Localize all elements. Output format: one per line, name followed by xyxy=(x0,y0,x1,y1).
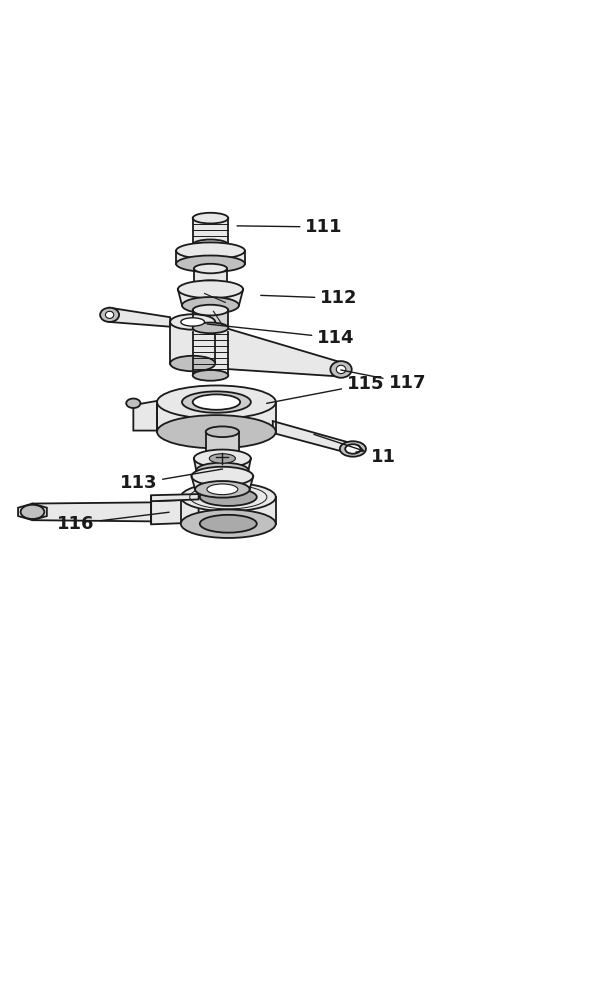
Polygon shape xyxy=(110,308,170,327)
Text: 115: 115 xyxy=(267,375,385,403)
Polygon shape xyxy=(151,499,199,524)
Polygon shape xyxy=(176,251,245,264)
Polygon shape xyxy=(157,402,276,432)
Polygon shape xyxy=(134,401,157,431)
Polygon shape xyxy=(192,476,253,489)
Polygon shape xyxy=(151,494,199,501)
Polygon shape xyxy=(18,504,47,520)
Polygon shape xyxy=(194,458,251,470)
Text: 113: 113 xyxy=(120,469,223,492)
Ellipse shape xyxy=(157,385,276,419)
Ellipse shape xyxy=(178,280,243,298)
Polygon shape xyxy=(170,322,215,364)
Polygon shape xyxy=(273,421,353,454)
Ellipse shape xyxy=(181,318,204,326)
Ellipse shape xyxy=(193,370,228,381)
Ellipse shape xyxy=(100,308,119,322)
Ellipse shape xyxy=(331,361,352,378)
Ellipse shape xyxy=(176,256,245,272)
Polygon shape xyxy=(193,218,228,245)
Polygon shape xyxy=(194,269,227,285)
Text: 117: 117 xyxy=(341,370,426,392)
Text: 112: 112 xyxy=(261,289,358,307)
Text: 11: 11 xyxy=(314,434,396,466)
Ellipse shape xyxy=(105,311,114,318)
Ellipse shape xyxy=(205,426,239,437)
Polygon shape xyxy=(215,325,341,377)
Text: 111: 111 xyxy=(237,218,343,236)
Ellipse shape xyxy=(193,305,228,315)
Ellipse shape xyxy=(193,394,240,410)
Ellipse shape xyxy=(193,239,228,250)
Ellipse shape xyxy=(193,323,228,333)
Text: 116: 116 xyxy=(58,512,169,533)
Ellipse shape xyxy=(176,242,245,259)
Ellipse shape xyxy=(209,454,235,463)
Ellipse shape xyxy=(340,441,366,457)
Ellipse shape xyxy=(182,391,251,413)
Ellipse shape xyxy=(182,297,239,314)
Ellipse shape xyxy=(336,365,346,374)
Ellipse shape xyxy=(181,483,276,511)
Ellipse shape xyxy=(126,399,140,408)
Polygon shape xyxy=(193,332,228,375)
Ellipse shape xyxy=(20,505,44,519)
Polygon shape xyxy=(32,502,151,521)
Ellipse shape xyxy=(207,484,238,495)
Polygon shape xyxy=(178,289,243,305)
Polygon shape xyxy=(181,497,276,524)
Ellipse shape xyxy=(195,481,250,498)
Ellipse shape xyxy=(345,444,361,454)
Ellipse shape xyxy=(196,463,249,478)
Ellipse shape xyxy=(200,488,257,506)
Ellipse shape xyxy=(157,415,276,448)
Ellipse shape xyxy=(181,509,276,538)
Ellipse shape xyxy=(170,356,215,371)
Ellipse shape xyxy=(192,467,253,486)
Ellipse shape xyxy=(194,280,227,290)
Polygon shape xyxy=(193,310,228,328)
Ellipse shape xyxy=(194,450,251,467)
Polygon shape xyxy=(205,432,239,492)
Ellipse shape xyxy=(170,314,215,330)
Ellipse shape xyxy=(200,515,257,533)
Ellipse shape xyxy=(194,264,227,273)
Text: 114: 114 xyxy=(207,324,355,347)
Ellipse shape xyxy=(193,213,228,223)
